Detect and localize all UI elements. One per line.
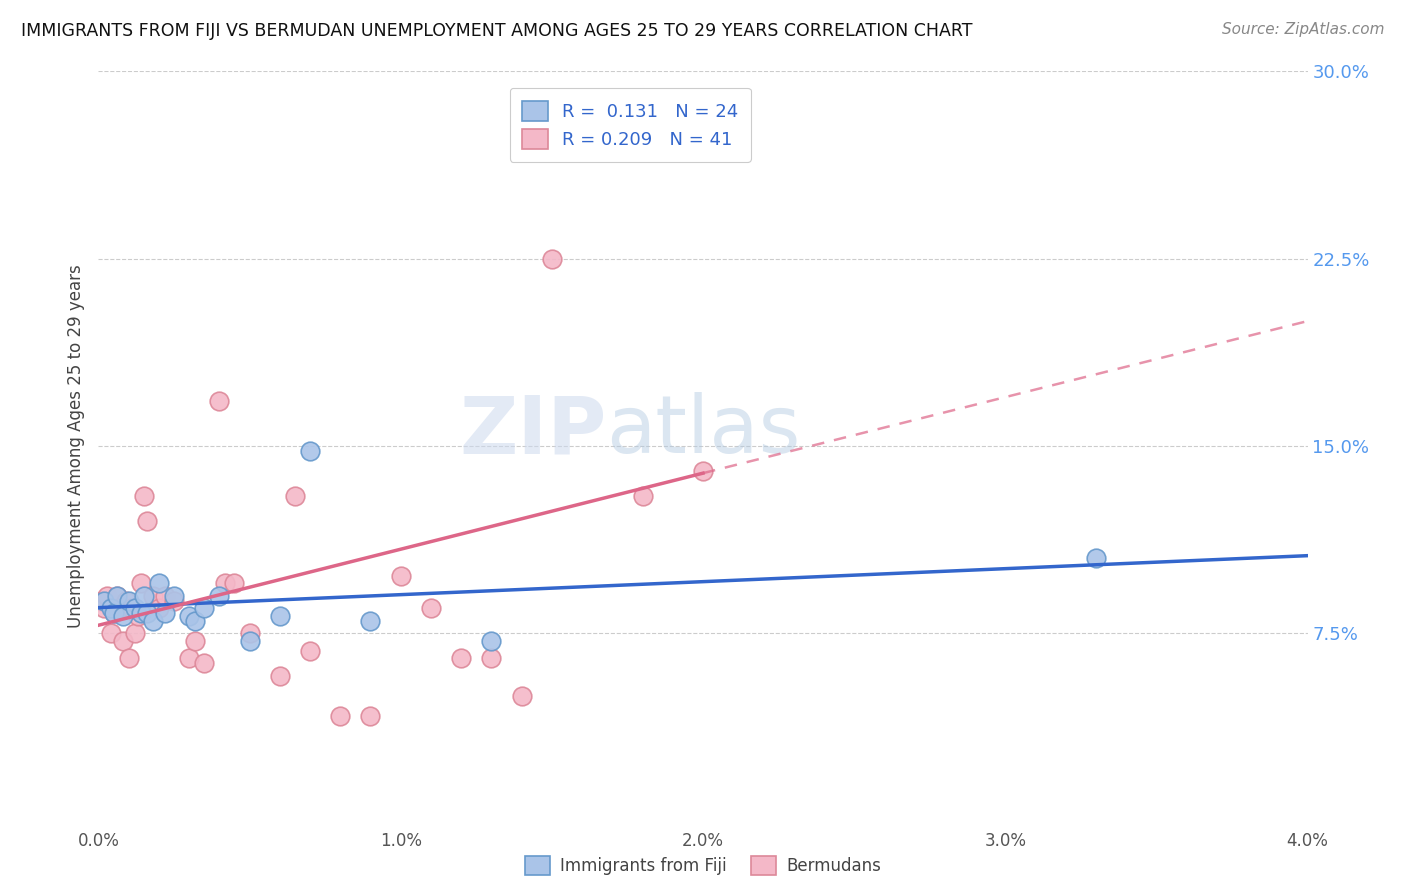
Point <box>124 626 146 640</box>
Point <box>299 644 322 658</box>
Point <box>450 651 472 665</box>
Point <box>105 589 128 603</box>
Point <box>208 394 231 409</box>
Point <box>329 708 352 723</box>
Point <box>132 589 155 603</box>
Point <box>163 589 186 603</box>
Text: ZIP: ZIP <box>458 392 606 470</box>
Point <box>389 569 412 583</box>
Point <box>132 489 155 503</box>
Point <box>148 576 170 591</box>
Point <box>184 614 207 628</box>
Point <box>269 669 291 683</box>
Point <box>129 576 152 591</box>
Point <box>153 607 176 621</box>
Point <box>129 607 152 621</box>
Point <box>299 444 322 458</box>
Point <box>111 633 134 648</box>
Text: IMMIGRANTS FROM FIJI VS BERMUDAN UNEMPLOYMENT AMONG AGES 25 TO 29 YEARS CORRELAT: IMMIGRANTS FROM FIJI VS BERMUDAN UNEMPLO… <box>21 22 973 40</box>
Text: atlas: atlas <box>606 392 800 470</box>
Point <box>105 589 128 603</box>
Point <box>93 594 115 608</box>
Point <box>142 589 165 603</box>
Point <box>111 608 134 623</box>
Point <box>96 589 118 603</box>
Point <box>118 651 141 665</box>
Point <box>108 601 131 615</box>
Point <box>360 708 382 723</box>
Point <box>510 689 533 703</box>
Point <box>284 489 307 503</box>
Point <box>153 589 176 603</box>
Point <box>214 576 236 591</box>
Point <box>114 594 136 608</box>
Point <box>540 252 562 266</box>
Point <box>239 626 262 640</box>
Point <box>571 139 593 153</box>
Point <box>360 614 382 628</box>
Point <box>118 594 141 608</box>
Y-axis label: Unemployment Among Ages 25 to 29 years: Unemployment Among Ages 25 to 29 years <box>66 264 84 628</box>
Point <box>481 651 503 665</box>
Point <box>148 601 170 615</box>
Point <box>135 607 157 621</box>
Text: Source: ZipAtlas.com: Source: ZipAtlas.com <box>1222 22 1385 37</box>
Point <box>1085 551 1108 566</box>
Point <box>142 614 165 628</box>
Point <box>193 657 215 671</box>
Point <box>124 601 146 615</box>
Point <box>420 601 443 615</box>
Point <box>93 601 115 615</box>
Point <box>481 633 503 648</box>
Point <box>100 601 122 615</box>
Point <box>184 633 207 648</box>
Point <box>224 576 246 591</box>
Point <box>121 601 143 615</box>
Point <box>135 514 157 528</box>
Legend: Immigrants from Fiji, Bermudans: Immigrants from Fiji, Bermudans <box>517 849 889 881</box>
Point <box>631 489 654 503</box>
Point <box>692 464 714 478</box>
Point <box>193 601 215 615</box>
Point <box>103 607 125 621</box>
Point <box>239 633 262 648</box>
Point <box>179 651 201 665</box>
Point <box>90 594 112 608</box>
Point <box>100 626 122 640</box>
Point <box>179 608 201 623</box>
Point <box>208 589 231 603</box>
Point <box>269 608 291 623</box>
Point <box>103 607 125 621</box>
Point <box>163 594 186 608</box>
Point <box>127 608 149 623</box>
